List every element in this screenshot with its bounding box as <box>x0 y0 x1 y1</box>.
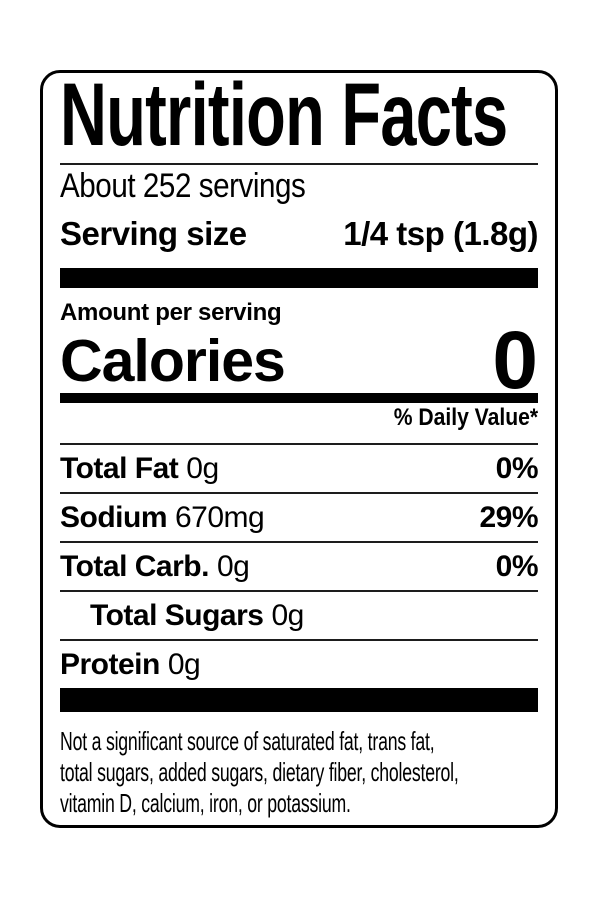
nutrient-amount: 0g <box>186 451 219 485</box>
calories-value: 0 <box>492 315 538 406</box>
medium-separator-bar <box>60 393 538 403</box>
footnote: Not a significant source of saturated fa… <box>60 726 538 819</box>
nutrient-daily-value: 0% <box>495 549 539 583</box>
row-separator-rule <box>60 492 538 494</box>
thick-separator-bar-bottom <box>60 688 538 712</box>
servings-per-container: About 252 servings <box>60 167 306 205</box>
nutrient-row-protein: Protein 0g <box>60 641 538 688</box>
footnote-line: total sugars, added sugars, dietary fibe… <box>60 757 459 787</box>
nutrition-facts-label: Nutrition Facts About 252 servings Servi… <box>40 70 558 828</box>
label-title: Nutrition Facts <box>60 70 508 164</box>
nutrient-amount: 0g <box>271 598 304 632</box>
serving-size-row: Serving size 1/4 tsp (1.8g) <box>60 211 538 257</box>
nutrient-name: Sodium <box>60 500 168 534</box>
row-separator-rule <box>60 541 538 543</box>
nutrient-row-total-sugars: Total Sugars 0g <box>60 592 538 639</box>
thick-separator-bar-top <box>60 268 538 288</box>
nutrient-amount: 0g <box>167 647 201 681</box>
footnote-line: vitamin D, calcium, iron, or potassium. <box>60 788 351 818</box>
row-separator-rule <box>60 590 538 592</box>
footnote-line: Not a significant source of saturated fa… <box>60 726 435 756</box>
nutrient-row-sodium: Sodium 670mg 29% <box>60 494 538 541</box>
nutrient-amount: 0g <box>216 549 250 583</box>
amount-per-serving-label: Amount per serving <box>60 299 282 326</box>
row-separator-rule <box>60 639 538 641</box>
daily-value-separator-rule <box>60 443 538 445</box>
nutrient-row-total-fat: Total Fat 0g 0% <box>60 445 539 492</box>
serving-size-value: 1/4 tsp (1.8g) <box>343 215 538 252</box>
nutrient-name: Total Fat <box>60 451 179 485</box>
nutrient-amount: 670mg <box>175 500 265 534</box>
calories-label: Calories <box>60 328 286 394</box>
nutrient-name: Total Carb. <box>60 549 209 583</box>
daily-value-header-text: % Daily Value* <box>393 404 538 431</box>
daily-value-header: % Daily Value* <box>60 403 538 433</box>
nutrient-name: Protein <box>60 647 160 681</box>
title-separator-rule <box>60 163 538 165</box>
calories-row: Calories 0 <box>60 320 538 402</box>
nutrient-daily-value: 29% <box>479 500 538 534</box>
nutrient-daily-value: 0% <box>495 451 539 485</box>
serving-size-label: Serving size <box>60 215 247 252</box>
nutrient-name: Total Sugars <box>90 598 264 632</box>
nutrient-row-total-carb: Total Carb. 0g 0% <box>60 543 539 590</box>
